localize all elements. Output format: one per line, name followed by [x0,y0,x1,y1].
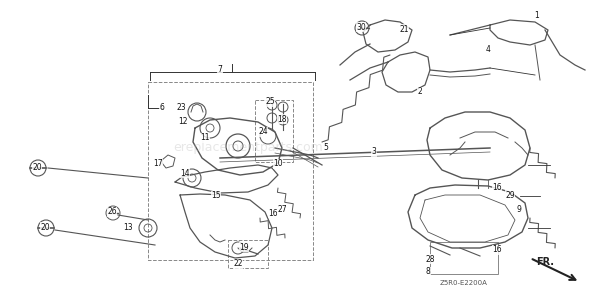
Text: 19: 19 [239,243,249,251]
Text: 18: 18 [277,114,287,123]
Text: 30: 30 [356,23,366,31]
Text: 23: 23 [176,103,186,113]
Bar [255,100,293,162]
Text: 28: 28 [425,255,435,263]
Text: 16: 16 [492,183,502,193]
Text: 20: 20 [32,163,42,173]
Text: 8: 8 [425,268,430,276]
Bar [228,240,268,268]
Text: 9: 9 [517,206,522,215]
Text: 16: 16 [268,208,278,218]
Text: 11: 11 [200,133,210,143]
Text: 12: 12 [178,118,188,126]
Text: 2: 2 [418,88,422,96]
Text: Z5R0-E2200A: Z5R0-E2200A [440,280,488,286]
Text: 6: 6 [159,103,165,111]
Text: 26: 26 [107,208,117,216]
Text: FR.: FR. [536,257,554,267]
Text: 29: 29 [505,191,515,200]
Text: 17: 17 [153,160,163,168]
Text: 3: 3 [372,148,376,156]
Text: 4: 4 [486,44,490,54]
Text: 14: 14 [180,168,190,178]
Text: 16: 16 [492,245,502,255]
Text: 25: 25 [265,98,275,106]
Text: 10: 10 [273,160,283,168]
Text: 22: 22 [233,260,242,268]
Text: 21: 21 [399,24,409,34]
Bar [148,82,313,260]
Text: 20: 20 [40,223,50,231]
Text: 5: 5 [323,143,329,151]
Text: 1: 1 [535,11,539,21]
Text: 24: 24 [258,128,268,136]
Text: 27: 27 [277,205,287,213]
Text: 13: 13 [123,223,133,231]
Bar [430,242,498,274]
Text: 7: 7 [218,66,222,74]
Text: 15: 15 [211,191,221,201]
Text: ereplacementparts.com: ereplacementparts.com [173,141,323,153]
